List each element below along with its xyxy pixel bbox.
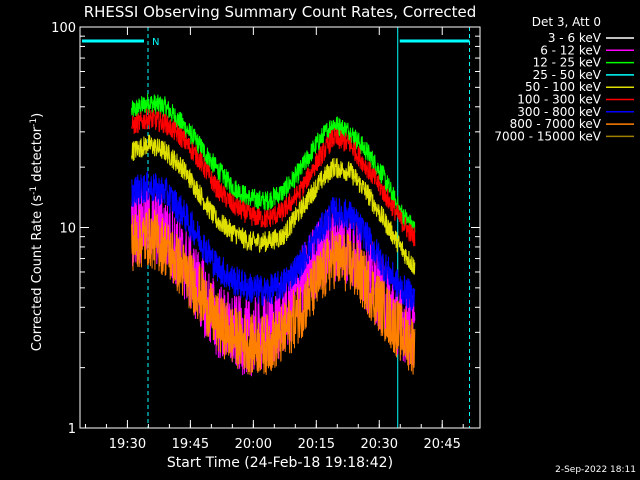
y-tick-label-0: 1	[68, 422, 76, 437]
legend-label-4: 50 - 100 keV	[525, 80, 602, 94]
y-axis-label: Corrected Count Rate (s-1 detector-1)	[29, 113, 45, 351]
y-tick-label-1: 10	[59, 222, 76, 237]
x-axis-label: Start Time (24-Feb-18 19:18:42)	[167, 455, 393, 471]
x-tick-label-1: 19:45	[172, 437, 209, 452]
legend-label-1: 6 - 12 keV	[540, 43, 602, 57]
series-line-50to100keV	[131, 134, 416, 275]
footer-date: 2-Sep-2022 18:11	[555, 465, 636, 475]
legend-label-2: 12 - 25 keV	[533, 56, 602, 70]
x-tick-label-2: 20:00	[235, 437, 272, 452]
axes: 19:30 19:45 20:00 20:15 20:30 20:45 1 10 100	[51, 21, 480, 452]
series-line-800to7000keV	[131, 208, 416, 375]
legend-header: Det 3, Att 0	[532, 15, 601, 29]
legend-label-6: 300 - 800 keV	[517, 105, 601, 119]
y-axis-label-detector: detector	[30, 126, 45, 186]
y-axis-label-end: )	[30, 113, 45, 118]
plot-area: N	[79, 27, 471, 428]
x-tick-label-5: 20:45	[423, 437, 460, 452]
y-axis-label-exponent-2: -1	[29, 118, 39, 127]
x-tick-label-4: 20:30	[361, 437, 398, 452]
legend-label-8: 7000 - 15000 keV	[494, 129, 601, 143]
y-axis-label-exponent-1: -1	[29, 186, 39, 195]
series-line-100to300keV	[131, 108, 416, 247]
x-tick-label-3: 20:15	[298, 437, 335, 452]
x-tick-label-0: 19:30	[109, 437, 146, 452]
series-line-300to800keV	[131, 171, 416, 312]
chart-title: RHESSI Observing Summary Count Rates, Co…	[84, 3, 477, 21]
legend-label-3: 25 - 50 keV	[533, 68, 602, 82]
y-axis-label-main: Corrected Count Rate (s	[30, 195, 45, 352]
night-annotation: N	[152, 37, 159, 48]
legend-label-5: 100 - 300 keV	[517, 93, 601, 107]
series-line-12to25keV	[131, 93, 416, 233]
legend-label-0: 3 - 6 keV	[548, 31, 602, 45]
y-tick-label-2: 100	[51, 21, 76, 36]
legend-label-7: 800 - 7000 keV	[510, 117, 602, 131]
